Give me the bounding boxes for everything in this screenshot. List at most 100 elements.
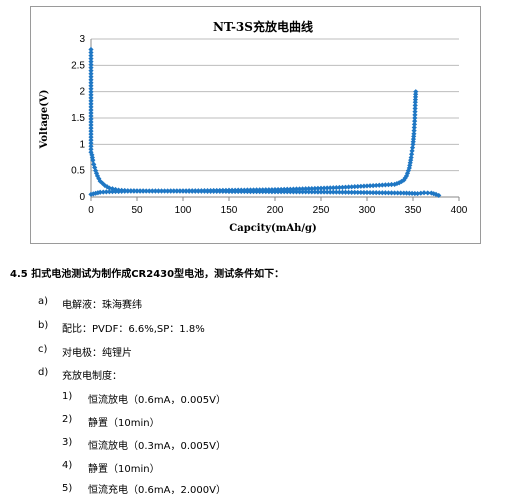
y-axis-label: Voltage(V) [39, 90, 50, 150]
data-point [229, 187, 235, 193]
data-point [410, 136, 417, 142]
data-point [201, 188, 208, 194]
data-point [171, 188, 177, 194]
data-point [406, 190, 412, 196]
data-point [143, 188, 149, 194]
data-point [352, 184, 358, 190]
data-point [293, 189, 300, 195]
data-point [198, 188, 204, 194]
data-point [394, 180, 400, 187]
data-point [88, 74, 94, 80]
x-tick-label: 100 [175, 205, 192, 216]
data-point [336, 184, 342, 191]
data-point [364, 183, 370, 189]
data-point [355, 183, 361, 190]
data-point [367, 189, 373, 196]
data-point [189, 188, 195, 194]
chart-frame: NT-3S充放电曲线 0 0.5 1 1.5 2 2.5 3 0 50 100 150 200 250 3… [30, 6, 481, 244]
data-point [155, 188, 162, 194]
y-tick-label: 0 [79, 192, 85, 203]
x-axis-label: Capcity(mAh/g) [229, 223, 316, 234]
data-point [162, 188, 168, 194]
data-point [336, 189, 342, 195]
step-number: 3) [62, 437, 73, 448]
data-point [287, 189, 293, 195]
data-point [300, 186, 306, 192]
data-point [88, 86, 94, 92]
data-point [436, 192, 442, 199]
data-point [241, 187, 247, 193]
data-point [361, 183, 367, 189]
data-point [403, 190, 410, 196]
data-point [330, 185, 336, 191]
data-point [88, 68, 94, 74]
data-point [112, 188, 119, 195]
y-tick-label: 2.5 [71, 60, 85, 71]
list-item-protocol: 充放电制度： [62, 371, 122, 382]
data-point [177, 188, 183, 194]
data-point [395, 190, 401, 196]
x-tick-label: 250 [313, 205, 330, 216]
data-point [254, 187, 260, 193]
step-text: 静置（10min） [88, 418, 160, 429]
data-point [183, 188, 189, 194]
data-point [349, 184, 355, 190]
data-point [88, 80, 94, 86]
data-point [382, 190, 388, 196]
data-point [324, 189, 330, 195]
data-point [412, 118, 418, 124]
data-point [315, 185, 321, 191]
data-point [409, 148, 415, 154]
data-point [168, 188, 174, 194]
list-item-electrolyte: 电解液：珠海赛纬 [62, 300, 142, 311]
data-point [413, 89, 419, 95]
data-point [290, 189, 296, 195]
data-point [128, 188, 134, 194]
data-point [385, 190, 392, 196]
data-point [339, 184, 346, 190]
data-point [186, 188, 192, 194]
data-point [140, 188, 146, 194]
data-point [158, 188, 165, 194]
data-point [321, 189, 327, 195]
data-point [408, 154, 414, 161]
data-point [88, 107, 94, 113]
data-point [223, 187, 229, 193]
data-point [376, 190, 382, 196]
data-point [411, 124, 417, 131]
data-point [342, 189, 349, 195]
data-point [88, 92, 94, 98]
data-point [244, 187, 250, 193]
data-point [358, 189, 364, 196]
list-marker: c) [38, 344, 48, 355]
data-point [421, 190, 427, 196]
data-point [88, 113, 94, 119]
data-point [352, 189, 358, 195]
data-point [109, 189, 116, 195]
data-point [90, 157, 96, 163]
section-heading: 4.5 扣式电池测试为制作成CR2430型电池，测试条件如下： [10, 269, 285, 280]
data-point [303, 186, 309, 192]
step-text: 恒流放电（0.3mA，0.005V） [88, 441, 226, 452]
data-point [165, 188, 171, 194]
data-point [339, 189, 346, 195]
data-point [413, 91, 419, 97]
data-point [412, 96, 419, 103]
data-point [125, 188, 131, 194]
data-point [364, 189, 370, 196]
y-tick-label: 0.5 [71, 166, 85, 177]
data-point [315, 189, 321, 195]
x-tick-label: 200 [267, 205, 284, 216]
data-point [346, 189, 352, 195]
step-number: 1) [62, 391, 73, 402]
list-item-counter-electrode: 对电极：纯锂片 [62, 348, 132, 359]
data-point [425, 190, 431, 196]
grid-lines [91, 38, 459, 198]
y-tick-label: 3 [79, 34, 85, 45]
data-point [149, 188, 155, 194]
data-point [324, 185, 330, 191]
data-point [290, 186, 296, 192]
data-point [220, 187, 226, 193]
data-point [100, 189, 106, 195]
data-point [250, 187, 257, 193]
